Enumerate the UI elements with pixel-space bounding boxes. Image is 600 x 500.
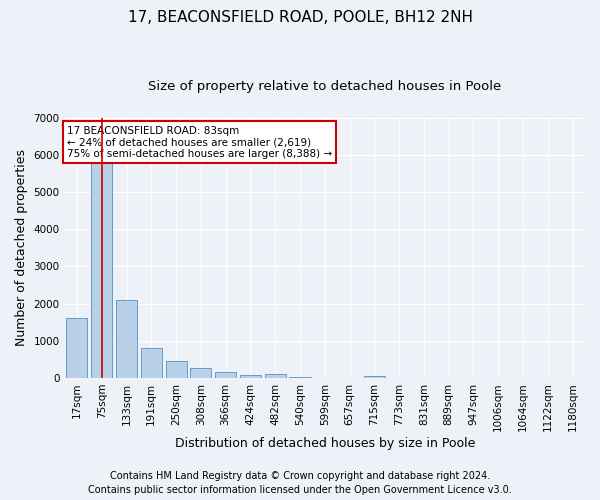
Title: Size of property relative to detached houses in Poole: Size of property relative to detached ho… (148, 80, 502, 93)
Bar (364, 376, 385, 378)
Bar (141, 348, 162, 378)
Text: 17 BEACONSFIELD ROAD: 83sqm
← 24% of detached houses are smaller (2,619)
75% of : 17 BEACONSFIELD ROAD: 83sqm ← 24% of det… (67, 126, 332, 159)
Bar (289, 376, 311, 378)
X-axis label: Distribution of detached houses by size in Poole: Distribution of detached houses by size … (175, 437, 475, 450)
Bar (215, 372, 236, 378)
Bar (166, 361, 187, 378)
Bar (190, 368, 211, 378)
Text: Contains HM Land Registry data © Crown copyright and database right 2024.
Contai: Contains HM Land Registry data © Crown c… (88, 471, 512, 495)
Bar (67, 318, 88, 378)
Bar (91, 158, 112, 378)
Y-axis label: Number of detached properties: Number of detached properties (15, 150, 28, 346)
Bar (240, 375, 261, 378)
Bar (265, 374, 286, 378)
Bar (116, 300, 137, 378)
Text: 17, BEACONSFIELD ROAD, POOLE, BH12 2NH: 17, BEACONSFIELD ROAD, POOLE, BH12 2NH (128, 10, 473, 25)
